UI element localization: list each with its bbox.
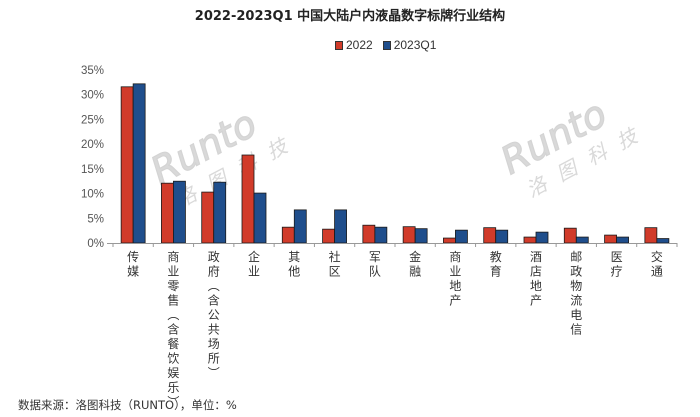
bar-2023q1 [374, 226, 388, 244]
x-category-label: 金融 [409, 249, 421, 279]
x-category-label: 军队 [369, 250, 381, 279]
chart-title: 2022-2023Q1 中国大陆户内液晶数字标牌行业结构 [194, 9, 506, 24]
y-axis: 0% 5% 10% 15% 20% 25% 30% 35% [81, 65, 104, 250]
bar-2023q1 [656, 238, 670, 244]
x-category-label: 邮政物流电信 [570, 250, 582, 337]
bar-2023q1 [213, 181, 227, 244]
bar-2023q1 [253, 192, 267, 244]
y-tick-label: 5% [87, 213, 104, 225]
bar-2023q1 [414, 228, 428, 244]
x-category-label: 教育 [490, 249, 502, 279]
legend-item-2022: 2022 [335, 38, 373, 52]
x-category-label: 医疗 [611, 250, 623, 279]
bars [120, 83, 670, 244]
y-tick-label: 20% [81, 139, 104, 151]
bar-2022 [402, 226, 416, 244]
chart-legend: 2022 2023Q1 [335, 38, 446, 52]
bar-2022 [201, 191, 215, 244]
x-category-label: 传媒 [127, 249, 139, 279]
bar-2022 [281, 226, 295, 244]
x-category-label: 交通 [651, 249, 663, 279]
x-category-label: 商业地产 [449, 249, 461, 308]
bar-2022 [563, 227, 577, 244]
bar-2023q1 [535, 231, 549, 244]
bar-2023q1 [132, 83, 146, 244]
data-source-note: 数据来源：洛图科技（RUNTO），单位：% [18, 398, 237, 412]
bar-2023q1 [575, 236, 589, 244]
y-tick-label: 0% [87, 238, 104, 250]
y-tick-label: 35% [81, 65, 104, 77]
legend-label-2022: 2022 [346, 38, 373, 52]
bar-2022 [362, 224, 376, 244]
bar-2022 [644, 227, 658, 244]
legend-swatch-2023q1 [382, 40, 391, 50]
bar-2022 [604, 234, 617, 244]
x-category-label: 商业零售︵含餐饮娱乐︶ [167, 249, 179, 409]
legend-label-2023q1: 2023Q1 [393, 38, 437, 52]
bar-2022 [523, 236, 537, 244]
x-category-label: 社区 [329, 249, 341, 279]
x-category-label: 酒店地产 [530, 250, 542, 308]
x-category-label: 政府︵含公共场所︶ [208, 250, 220, 380]
bar-2023q1 [495, 229, 509, 244]
y-tick-label: 15% [81, 164, 104, 176]
y-tick-label: 30% [81, 90, 104, 102]
x-category-label: 企业 [248, 249, 260, 279]
bar-2023q1 [293, 209, 307, 244]
legend-item-2023q1: 2023Q1 [382, 38, 437, 52]
x-category-label: 其他 [288, 250, 300, 279]
bar-2022 [161, 182, 174, 244]
bar-2023q1 [334, 209, 347, 244]
bar-2022 [443, 237, 456, 244]
bar-2022 [120, 86, 134, 244]
y-tick-label: 10% [81, 189, 104, 201]
bar-2023q1 [616, 236, 629, 244]
bar-2022 [483, 227, 497, 244]
bar-2022 [241, 154, 255, 244]
legend-swatch-2022 [335, 40, 343, 50]
bar-2022 [322, 228, 335, 244]
y-tick-label: 25% [81, 114, 104, 126]
bar-2023q1 [173, 180, 186, 244]
bar-2023q1 [455, 229, 468, 244]
